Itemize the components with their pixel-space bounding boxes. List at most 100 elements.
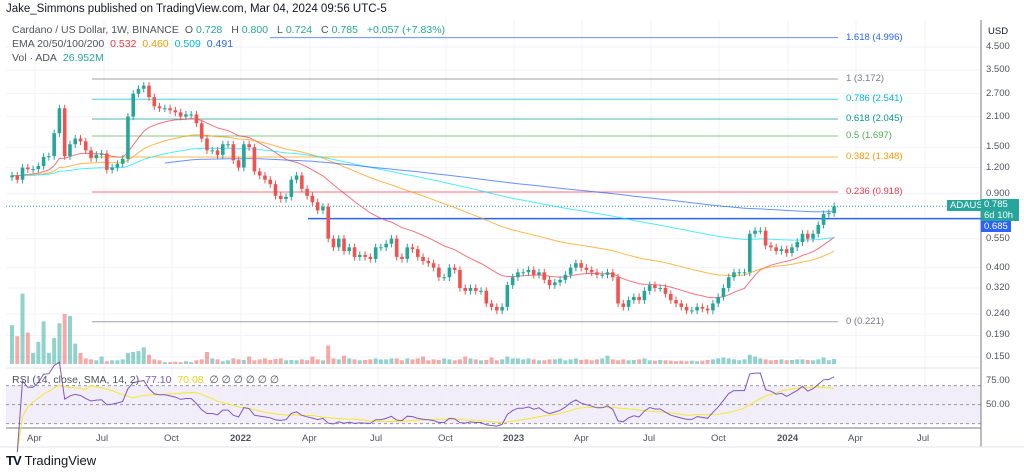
volume-bar — [273, 358, 278, 364]
fib-level-label[interactable]: 0.236 (0.918) — [846, 185, 903, 197]
volume-bar — [99, 356, 104, 364]
candle-body — [10, 175, 14, 178]
candle-body — [115, 163, 120, 168]
rsi-empty-values: ∅ ∅ ∅ ∅ ∅ ∅ — [209, 374, 280, 386]
ohlc-high-value: 0.800 — [241, 24, 269, 36]
price-tick-label: 0.900 — [986, 187, 1010, 199]
volume-bar — [220, 361, 225, 364]
volume-bar — [573, 358, 578, 364]
volume-bar — [67, 315, 72, 364]
candle-body — [542, 272, 547, 280]
candle-body — [811, 233, 815, 239]
candle-body — [342, 238, 346, 252]
volume-bar — [674, 361, 679, 364]
volume-bar — [289, 359, 294, 364]
time-tick-label: Jul — [96, 433, 109, 444]
volume-bar — [558, 358, 563, 364]
fib-level-label[interactable]: 0.382 (1.348) — [846, 150, 903, 162]
candle-body — [790, 247, 794, 253]
candle-body — [20, 167, 25, 180]
candle-body — [442, 277, 446, 279]
volume-bar — [616, 360, 621, 364]
volume-bar — [431, 359, 436, 364]
candle-body — [732, 272, 736, 278]
fib-level-label[interactable]: 0 (0.221) — [846, 315, 885, 327]
volume-bar — [832, 359, 837, 364]
volume-bar — [647, 360, 652, 364]
candle-body — [705, 308, 710, 311]
fib-level-label[interactable]: 0.5 (1.697) — [846, 129, 892, 141]
volume-bar — [368, 359, 373, 364]
rsi-legend[interactable]: RSI (14, close, SMA, 14, 2) 77.10 70.08 … — [12, 374, 282, 386]
candle-body — [89, 150, 93, 159]
candle-body — [163, 108, 167, 110]
volume-bar — [162, 362, 167, 364]
volume-bar — [62, 314, 67, 364]
volume-bar — [494, 360, 499, 364]
fib-level-label[interactable]: 1.618 (4.996) — [846, 31, 903, 43]
volume-bar — [284, 360, 289, 364]
candle-body — [637, 296, 641, 301]
time-tick-label: Apr — [302, 433, 317, 444]
volume-bar — [399, 360, 404, 364]
candle-body — [358, 254, 362, 257]
candle-body — [431, 263, 436, 268]
ema50-value: 0.460 — [142, 38, 169, 50]
candle-body — [379, 247, 383, 249]
currency-label[interactable]: USD — [988, 26, 1009, 37]
volume-bar — [115, 360, 120, 364]
volume-bar — [584, 359, 589, 364]
candle-body — [73, 138, 78, 145]
candle-body — [336, 238, 341, 248]
candle-body — [832, 206, 836, 214]
volume-bar — [315, 359, 320, 364]
candle-body — [41, 156, 46, 167]
volume-bar — [626, 360, 631, 364]
fib-level-label[interactable]: 0.618 (2.045) — [846, 112, 903, 124]
candle-body — [405, 247, 410, 259]
candle-body — [31, 169, 35, 171]
volume-bar — [204, 351, 209, 364]
volume-bar — [716, 358, 721, 364]
volume-bar — [194, 360, 199, 364]
volume-bar — [157, 360, 162, 364]
volume-bar — [695, 361, 700, 364]
ohlc-high: H 0.800 — [231, 24, 271, 36]
symbol-legend[interactable]: Cardano / US Dollar, 1W, BINANCE O 0.728 … — [12, 24, 448, 36]
volume-bar — [552, 359, 557, 364]
volume-legend[interactable]: Vol · ADA 26.952M — [12, 52, 107, 64]
fib-level-label[interactable]: 1 (3.172) — [846, 73, 885, 84]
volume-bar — [658, 359, 663, 364]
time-tick-label: Oct — [438, 433, 453, 444]
candle-body — [421, 256, 425, 262]
volume-bar — [183, 361, 188, 364]
candle-body — [679, 303, 684, 307]
candle-body — [779, 249, 784, 252]
candle-body — [326, 206, 330, 239]
volume-bar — [521, 359, 526, 364]
volume-bar — [721, 357, 726, 364]
volume-bar — [415, 358, 420, 364]
candle-body — [726, 277, 731, 288]
candle-body — [647, 285, 652, 291]
volume-bar — [210, 358, 215, 364]
price-tick-label: 0.150 — [986, 351, 1010, 362]
tradingview-logo[interactable]: TV TradingView — [6, 453, 96, 468]
volume-bar — [747, 354, 752, 364]
price-tick-label: 0.550 — [986, 232, 1010, 244]
ema100-line — [11, 147, 835, 241]
volume-bar — [468, 358, 473, 364]
volume-bar — [347, 358, 352, 364]
candle-body — [695, 306, 699, 311]
ohlc-low-label: L — [277, 24, 283, 36]
candle-body — [684, 306, 689, 311]
candle-body — [52, 133, 56, 157]
ema-legend[interactable]: EMA 20/50/100/200 0.532 0.460 0.509 0.49… — [12, 38, 236, 50]
volume-bar — [247, 356, 252, 364]
rsi-sma-value: 70.08 — [177, 374, 204, 386]
volume-bar — [136, 351, 141, 364]
fib-level-label[interactable]: 0.786 (2.541) — [846, 93, 903, 105]
last-price-tag: 0.785 6d 10h — [981, 199, 1019, 221]
candle-body — [805, 233, 810, 239]
